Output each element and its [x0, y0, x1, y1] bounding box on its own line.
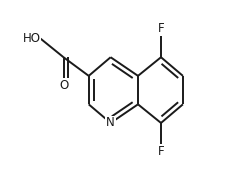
- Text: F: F: [157, 22, 164, 35]
- Text: N: N: [106, 116, 114, 129]
- Text: F: F: [157, 145, 164, 158]
- Text: HO: HO: [22, 32, 40, 45]
- Text: O: O: [59, 79, 68, 92]
